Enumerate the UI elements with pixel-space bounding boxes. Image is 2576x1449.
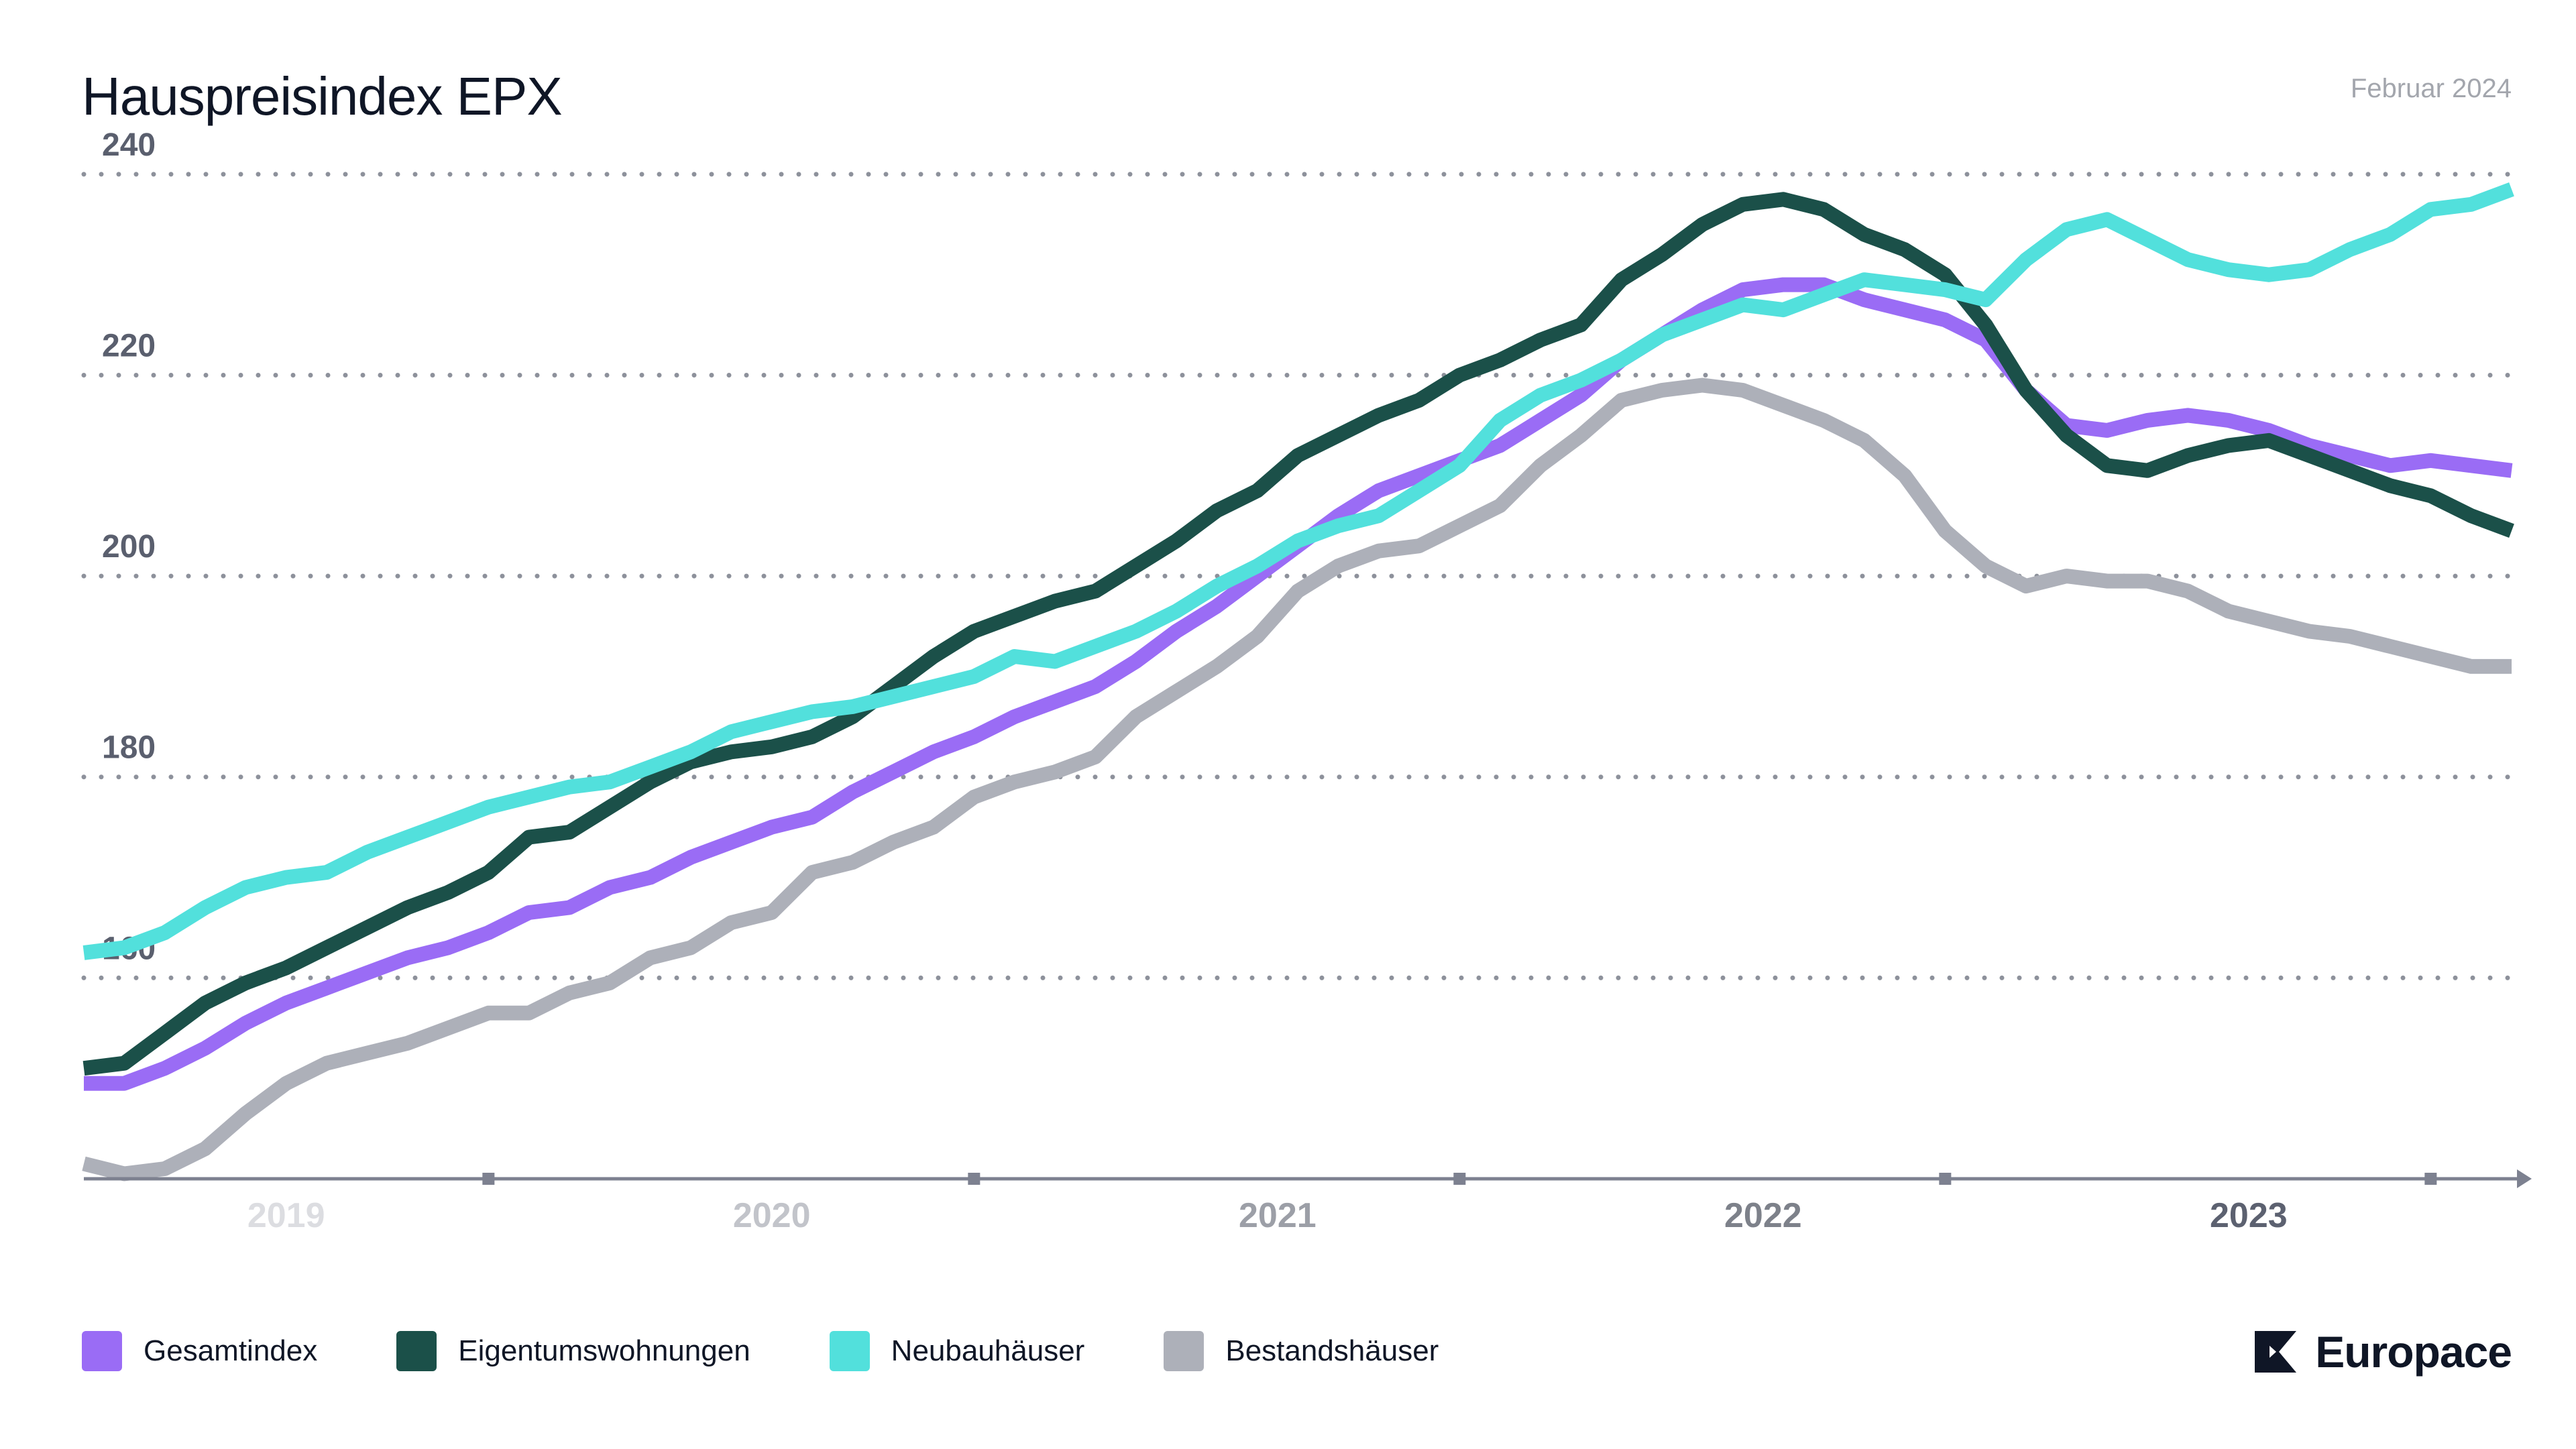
series-line: [84, 277, 2513, 1091]
x-axis-tick: [1453, 1173, 1466, 1185]
brand-name: Europace: [2315, 1327, 2512, 1377]
y-tick-label: 200: [102, 529, 156, 565]
x-axis-tick: [2424, 1173, 2437, 1185]
legend-item-bestandshaeuser: Bestandshäuser: [1164, 1331, 1439, 1371]
legend-item-eigentumswohnungen: Eigentumswohnungen: [396, 1331, 750, 1371]
x-axis-tick: [968, 1173, 981, 1185]
series-line: [82, 182, 2514, 960]
legend-label: Eigentumswohnungen: [458, 1334, 750, 1367]
page-title: Hauspreisindex EPX: [82, 66, 563, 126]
legend-item-neubauhaeuser: Neubauhäuser: [829, 1331, 1085, 1371]
x-axis-tick: [482, 1173, 495, 1185]
y-tick-label: 240: [102, 127, 156, 163]
report-date: Februar 2024: [2350, 74, 2512, 103]
x-tick-label: 2022: [1724, 1196, 1802, 1235]
legend-item-gesamtindex: Gesamtindex: [82, 1331, 317, 1371]
legend: Gesamtindex Eigentumswohnungen Neubauhäu…: [82, 1331, 1518, 1371]
x-axis-arrow: [2517, 1169, 2532, 1188]
y-tick-label: 220: [102, 328, 156, 363]
series-line: [82, 378, 2512, 1181]
series-line: [82, 192, 2514, 1076]
legend-label: Gesamtindex: [144, 1334, 318, 1367]
legend-label: Bestandshäuser: [1225, 1334, 1439, 1367]
legend-swatch: [829, 1331, 870, 1371]
europace-logo-icon: [2255, 1331, 2297, 1373]
x-tick-label: 2023: [2210, 1196, 2288, 1235]
legend-swatch: [1164, 1331, 1205, 1371]
x-axis: 2019 2020 2021 2022 2023: [84, 1169, 2532, 1235]
x-tick-label: 2021: [1239, 1196, 1317, 1235]
x-axis-tick: [1939, 1173, 1952, 1185]
y-tick-label: 180: [102, 730, 156, 766]
x-tick-label: 2019: [247, 1196, 325, 1235]
series-lines: [82, 182, 2514, 1181]
legend-label: Neubauhäuser: [891, 1334, 1085, 1367]
x-tick-label: 2020: [733, 1196, 811, 1235]
brand-logo: Europace: [2255, 1326, 2512, 1377]
legend-swatch: [396, 1331, 437, 1371]
legend-swatch: [82, 1331, 122, 1371]
